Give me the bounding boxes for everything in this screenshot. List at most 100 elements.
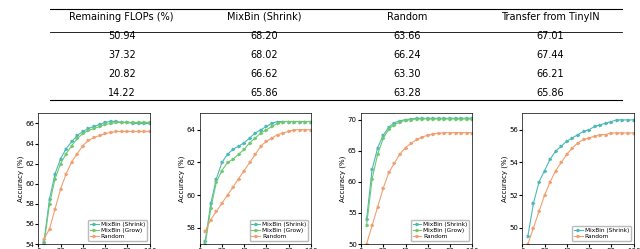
MixBin (Grow) xyxy=(113,121,120,124)
MixBin (Shrink) xyxy=(619,118,627,121)
MixBin (Shrink) xyxy=(45,197,53,200)
Random xyxy=(440,131,448,134)
Random xyxy=(380,187,387,189)
MixBin (Grow) xyxy=(68,144,76,147)
Random xyxy=(552,169,559,172)
MixBin (Shrink) xyxy=(90,125,98,128)
MixBin (Grow) xyxy=(134,121,142,124)
MixBin (Grow) xyxy=(374,152,381,155)
MixBin (Grow) xyxy=(262,128,270,131)
Random xyxy=(535,210,543,213)
Random xyxy=(84,139,92,142)
Random xyxy=(252,153,259,156)
Random xyxy=(74,152,81,155)
Random xyxy=(124,130,131,133)
MixBin (Shrink) xyxy=(124,121,131,124)
Random xyxy=(385,171,393,174)
Random xyxy=(396,152,404,155)
Legend: MixBin (Shrink), MixBin (Grow), Random: MixBin (Shrink), MixBin (Grow), Random xyxy=(411,220,469,241)
Random xyxy=(574,141,582,144)
MixBin (Grow) xyxy=(296,120,304,123)
Random xyxy=(413,138,420,141)
MixBin (Shrink) xyxy=(463,117,470,120)
Random xyxy=(580,138,588,141)
Legend: MixBin (Shrink), MixBin (Grow), Random: MixBin (Shrink), MixBin (Grow), Random xyxy=(88,220,147,241)
MixBin (Shrink) xyxy=(607,120,615,123)
MixBin (Shrink) xyxy=(624,118,632,121)
Random xyxy=(407,142,415,145)
Random xyxy=(374,205,381,208)
MixBin (Grow) xyxy=(440,118,448,121)
MixBin (Grow) xyxy=(301,120,309,123)
MixBin (Grow) xyxy=(107,122,115,125)
Random xyxy=(212,210,220,213)
MixBin (Grow) xyxy=(124,121,131,124)
MixBin (Shrink) xyxy=(630,118,637,121)
MixBin (Grow) xyxy=(74,137,81,140)
MixBin (Shrink) xyxy=(301,120,309,123)
MixBin (Grow) xyxy=(45,202,53,205)
MixBin (Grow) xyxy=(129,121,137,124)
Random xyxy=(146,130,154,133)
Random xyxy=(463,131,470,134)
Random xyxy=(107,131,115,134)
MixBin (Grow) xyxy=(307,120,315,123)
Line: MixBin (Shrink): MixBin (Shrink) xyxy=(204,120,312,242)
MixBin (Shrink) xyxy=(535,181,543,184)
Random xyxy=(296,128,304,131)
MixBin (Grow) xyxy=(268,125,276,128)
Random xyxy=(62,172,70,175)
MixBin (Shrink) xyxy=(51,172,59,175)
Random xyxy=(57,187,65,190)
Random xyxy=(257,144,265,147)
MixBin (Shrink) xyxy=(279,120,287,123)
MixBin (Shrink) xyxy=(62,147,70,150)
MixBin (Shrink) xyxy=(235,144,243,147)
MixBin (Shrink) xyxy=(390,121,398,124)
MixBin (Shrink) xyxy=(274,120,282,123)
Random xyxy=(235,177,243,180)
MixBin (Grow) xyxy=(429,118,437,121)
MixBin (Shrink) xyxy=(547,158,554,161)
MixBin (Grow) xyxy=(380,137,387,140)
MixBin (Grow) xyxy=(202,243,209,246)
MixBin (Grow) xyxy=(274,122,282,125)
MixBin (Shrink) xyxy=(212,177,220,180)
MixBin (Grow) xyxy=(84,129,92,132)
MixBin (Shrink) xyxy=(585,128,593,131)
Random xyxy=(446,131,454,134)
MixBin (Shrink) xyxy=(107,120,115,123)
MixBin (Shrink) xyxy=(79,130,87,133)
MixBin (Shrink) xyxy=(202,239,209,242)
MixBin (Shrink) xyxy=(385,125,393,128)
MixBin (Grow) xyxy=(413,118,420,121)
Random xyxy=(241,169,248,172)
MixBin (Shrink) xyxy=(402,118,410,121)
MixBin (Grow) xyxy=(101,123,109,126)
MixBin (Shrink) xyxy=(140,122,148,125)
Random xyxy=(307,128,315,131)
MixBin (Shrink) xyxy=(101,121,109,124)
MixBin (Shrink) xyxy=(613,118,621,121)
Random xyxy=(246,161,253,164)
Random xyxy=(585,136,593,139)
Random xyxy=(207,218,214,221)
Random xyxy=(301,128,309,131)
Random xyxy=(134,130,142,133)
Random xyxy=(624,131,632,134)
MixBin (Shrink) xyxy=(262,125,270,128)
Random xyxy=(279,131,287,134)
MixBin (Grow) xyxy=(363,224,371,227)
Line: MixBin (Shrink): MixBin (Shrink) xyxy=(365,117,474,220)
Y-axis label: Accuracy (%): Accuracy (%) xyxy=(501,155,508,202)
Random xyxy=(419,135,426,138)
Random xyxy=(424,134,431,137)
MixBin (Shrink) xyxy=(307,120,315,123)
MixBin (Shrink) xyxy=(396,119,404,122)
MixBin (Shrink) xyxy=(241,141,248,144)
Random xyxy=(268,136,276,139)
Y-axis label: Accuracy (%): Accuracy (%) xyxy=(179,155,185,202)
MixBin (Shrink) xyxy=(68,140,76,143)
Random xyxy=(51,207,59,210)
Line: MixBin (Grow): MixBin (Grow) xyxy=(204,120,312,245)
